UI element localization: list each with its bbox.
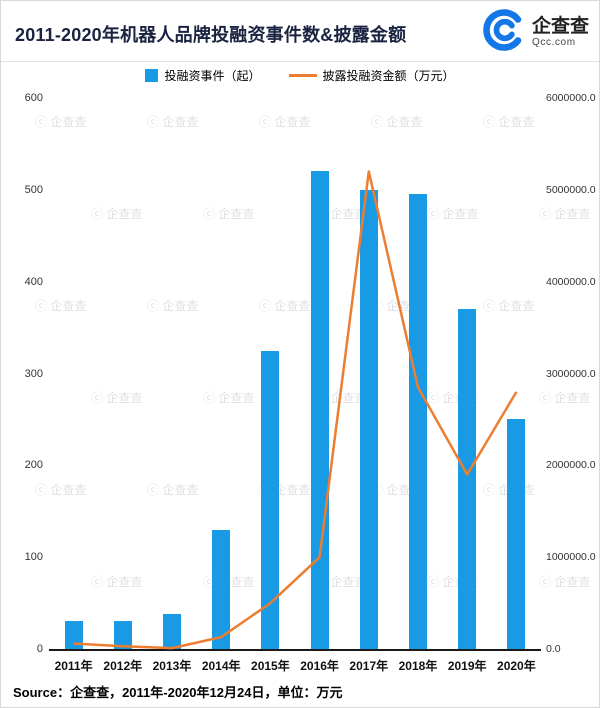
plot-area bbox=[49, 98, 541, 651]
y-axis-right-label: 1000000.0 bbox=[546, 551, 596, 564]
y-axis-left-label: 0 bbox=[36, 643, 43, 655]
y-axis-left-label: 100 bbox=[24, 551, 43, 564]
y-axis-left-label: 500 bbox=[24, 183, 43, 196]
y-axis-left-label: 200 bbox=[24, 459, 43, 472]
y-axis-right-label: 0.0 bbox=[546, 643, 561, 655]
source-text: 企查查，2011年-2020年12月24日，单位：万元 bbox=[70, 685, 343, 700]
y-axis-right-label: 5000000.0 bbox=[546, 183, 596, 196]
y-axis-right-label: 3000000.0 bbox=[546, 367, 596, 380]
bar-2017年 bbox=[359, 189, 378, 649]
qcc-logo: 企查查 Qcc.com bbox=[483, 9, 589, 56]
legend-bar-swatch bbox=[145, 69, 159, 82]
legend-item-amount: 披露投融资金额（万元） bbox=[288, 67, 455, 84]
header: 2011-2020年机器人品牌投融资事件数&披露金额 企查查 Qcc.com bbox=[1, 1, 599, 62]
watermark: ⓒ 企查查 bbox=[539, 575, 591, 589]
qcc-logo-icon bbox=[483, 9, 525, 56]
logo-name: 企查查 bbox=[531, 15, 589, 37]
x-axis-label: 2012年 bbox=[103, 659, 143, 673]
x-axis-label: 2011年 bbox=[54, 659, 93, 673]
y-axis-left-label: 600 bbox=[24, 92, 43, 104]
x-axis-label: 2019年 bbox=[447, 659, 487, 673]
x-axis-label: 2018年 bbox=[398, 659, 438, 673]
x-axis-label: 2013年 bbox=[152, 659, 192, 673]
y-axis-left-label: 400 bbox=[24, 275, 43, 288]
x-axis-label: 2014年 bbox=[201, 659, 241, 673]
legend-line-swatch bbox=[288, 74, 317, 77]
logo-domain: Qcc.com bbox=[531, 36, 576, 48]
legend-line-label: 披露投融资金额（万元） bbox=[322, 69, 455, 83]
x-axis-label: 2020年 bbox=[497, 659, 536, 673]
legend: 投融资事件（起） 披露投融资金额（万元） bbox=[1, 67, 599, 84]
amount-line-layer bbox=[73, 170, 518, 650]
x-axis-label: 2017年 bbox=[349, 659, 389, 673]
bar-2011年 bbox=[64, 621, 83, 649]
amount-line bbox=[73, 170, 518, 650]
y-axis-right-label: 2000000.0 bbox=[546, 459, 596, 472]
legend-item-events: 投融资事件（起） bbox=[145, 67, 261, 84]
bar-2013年 bbox=[163, 614, 181, 649]
y-axis-right-label: 6000000.0 bbox=[546, 92, 596, 104]
bar-2019年 bbox=[458, 309, 477, 649]
bar-2015年 bbox=[261, 350, 280, 649]
y-axis-right-label: 4000000.0 bbox=[546, 275, 596, 288]
x-axis-label: 2015年 bbox=[251, 659, 290, 673]
bar-2012年 bbox=[113, 621, 132, 649]
y-axis-left-label: 300 bbox=[24, 367, 43, 380]
bar-2018年 bbox=[409, 194, 427, 649]
bar-2014年 bbox=[212, 529, 231, 649]
qcc-logo-text: 企查查 Qcc.com bbox=[531, 15, 589, 49]
legend-bar-label: 投融资事件（起） bbox=[164, 69, 261, 83]
source-label: Source： bbox=[13, 685, 71, 700]
watermark: ⓒ 企查查 bbox=[539, 207, 591, 221]
page-title: 2011-2020年机器人品牌投融资事件数&披露金额 bbox=[15, 25, 407, 45]
source-line: Source：企查查，2011年-2020年12月24日，单位：万元 bbox=[13, 682, 342, 701]
bar-2020年 bbox=[507, 419, 526, 649]
x-axis-label: 2016年 bbox=[300, 659, 339, 673]
watermark: ⓒ 企查查 bbox=[539, 391, 591, 405]
